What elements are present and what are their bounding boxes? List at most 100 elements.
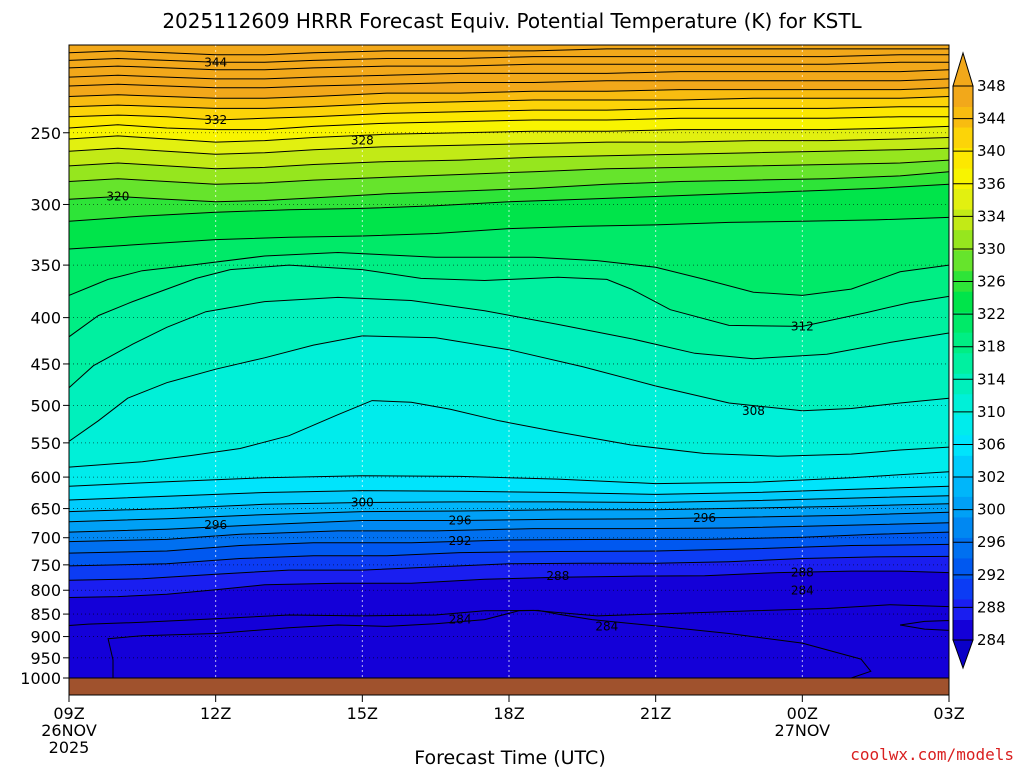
colorbar-tick-label: 284 [977,631,1006,649]
x-axis-title: Forecast Time (UTC) [414,747,605,768]
colorbar-tick-label: 340 [977,142,1006,160]
colorbar-swatch [953,414,973,436]
colorbar-tick-label: 348 [977,77,1006,95]
contour-line [69,604,949,626]
pocket-fill [900,620,949,631]
colorbar-tick-label: 296 [977,533,1006,551]
grid-lines [69,45,949,678]
colorbar-tick-label: 326 [977,273,1006,291]
contour-line [69,485,949,501]
contour-label: 332 [204,113,227,127]
colorbar-swatch [953,598,973,620]
colorbar-tick-label: 344 [977,110,1006,128]
contour-line [900,619,949,631]
colorbar-swatch [953,475,973,497]
y-tick-label: 800 [30,581,61,600]
contour-label: 292 [449,534,472,548]
contour-label-text: 292 [449,534,472,548]
contour-line [69,183,949,222]
contour-label-text: 288 [791,566,814,580]
contour-line [69,570,949,598]
contour-label-text: 284 [791,584,814,598]
credit-link[interactable]: coolwx.com/models [850,745,1014,764]
x-tick-label: 26NOV [41,721,97,740]
colorbar-tick-label: 336 [977,175,1006,193]
x-tick-label: 00Z [787,704,818,723]
contour-line [69,511,949,533]
colorbar-swatch [953,373,973,395]
colorbar-tick-label: 302 [977,468,1006,486]
ground-fill [69,678,949,695]
chart-title: 2025112609 HRRR Forecast Equiv. Potentia… [162,9,862,33]
colorbar-tick-label: 306 [977,435,1006,453]
contour-label: 288 [791,566,814,580]
x-tick-label: 03Z [933,704,964,723]
colorbar-swatch [953,455,973,477]
contour-line [69,335,949,442]
contour-label-text: 296 [693,511,716,525]
contour-line [69,125,949,143]
y-tick-label: 750 [30,556,61,575]
y-tick-label: 650 [30,500,61,519]
ground-layer [69,677,949,695]
y-tick-label: 900 [30,628,61,647]
y-tick-label: 250 [30,124,61,143]
y-tick-label: 950 [30,649,61,668]
colorbar-tick-label: 310 [977,403,1006,421]
contour-line [69,96,949,109]
contour-label: 288 [546,569,569,583]
contour-label-text: 284 [449,613,472,627]
x-tick-label: 09Z [53,704,84,723]
contour-line [69,78,949,89]
contour-line [69,137,949,155]
contour-line [69,159,949,185]
colorbar-swatch [953,147,973,169]
contour-line [69,87,949,99]
contour-labels: 344 332 328 320 312 308 300 296 296 296 292 288 288 2… [106,55,814,633]
colorbar-swatch [953,106,973,128]
colorbar-swatch [953,619,973,641]
contour-line [69,61,949,71]
y-tick-label: 600 [30,468,61,487]
colorbar-swatch [953,352,973,374]
contour-line [69,400,949,468]
colorbar-swatch [953,229,973,251]
contour-line [69,106,949,121]
y-tick-label: 850 [30,605,61,624]
colorbar-tick-label: 322 [977,305,1006,323]
y-tick-label: 500 [30,396,61,415]
contour-label: 300 [351,495,374,509]
colorbar-tick-label: 318 [977,338,1006,356]
x-tick-label: 27NOV [775,721,831,740]
contour-label: 296 [449,513,472,527]
colorbar-tick-label: 314 [977,370,1006,388]
y-tick-label: 400 [30,309,61,328]
colorbar-swatch [953,127,973,149]
contour-label: 296 [693,511,716,525]
colorbar-tick-label: 300 [977,501,1006,519]
colorbar-swatch [953,537,973,559]
contour-label-text: 296 [449,513,472,527]
colorbar-swatch [953,332,973,354]
x-tick-label: 21Z [640,704,671,723]
contour-line [69,503,949,523]
contour-line [69,543,949,567]
contour-line [69,495,949,513]
contour-label-text: 300 [351,495,374,509]
colorbar-swatch [953,291,973,313]
colorbar-tick-label: 288 [977,598,1006,616]
x-tick-label: 2025 [49,738,90,757]
contour-label-text: 308 [742,404,765,418]
contour-label: 296 [204,518,227,532]
colorbar-swatch [953,250,973,272]
contour-line [69,522,949,543]
contour-line [69,116,949,131]
y-axis: 250 300 350 400 450 500 550 600 650 700 750 800 850 9… [20,124,69,688]
contour-label: 308 [742,404,765,418]
contour-line [69,531,949,554]
colorbar-swatch [953,86,973,108]
contour-line [69,48,949,56]
contour-line [69,171,949,203]
contour-lines [69,48,949,679]
